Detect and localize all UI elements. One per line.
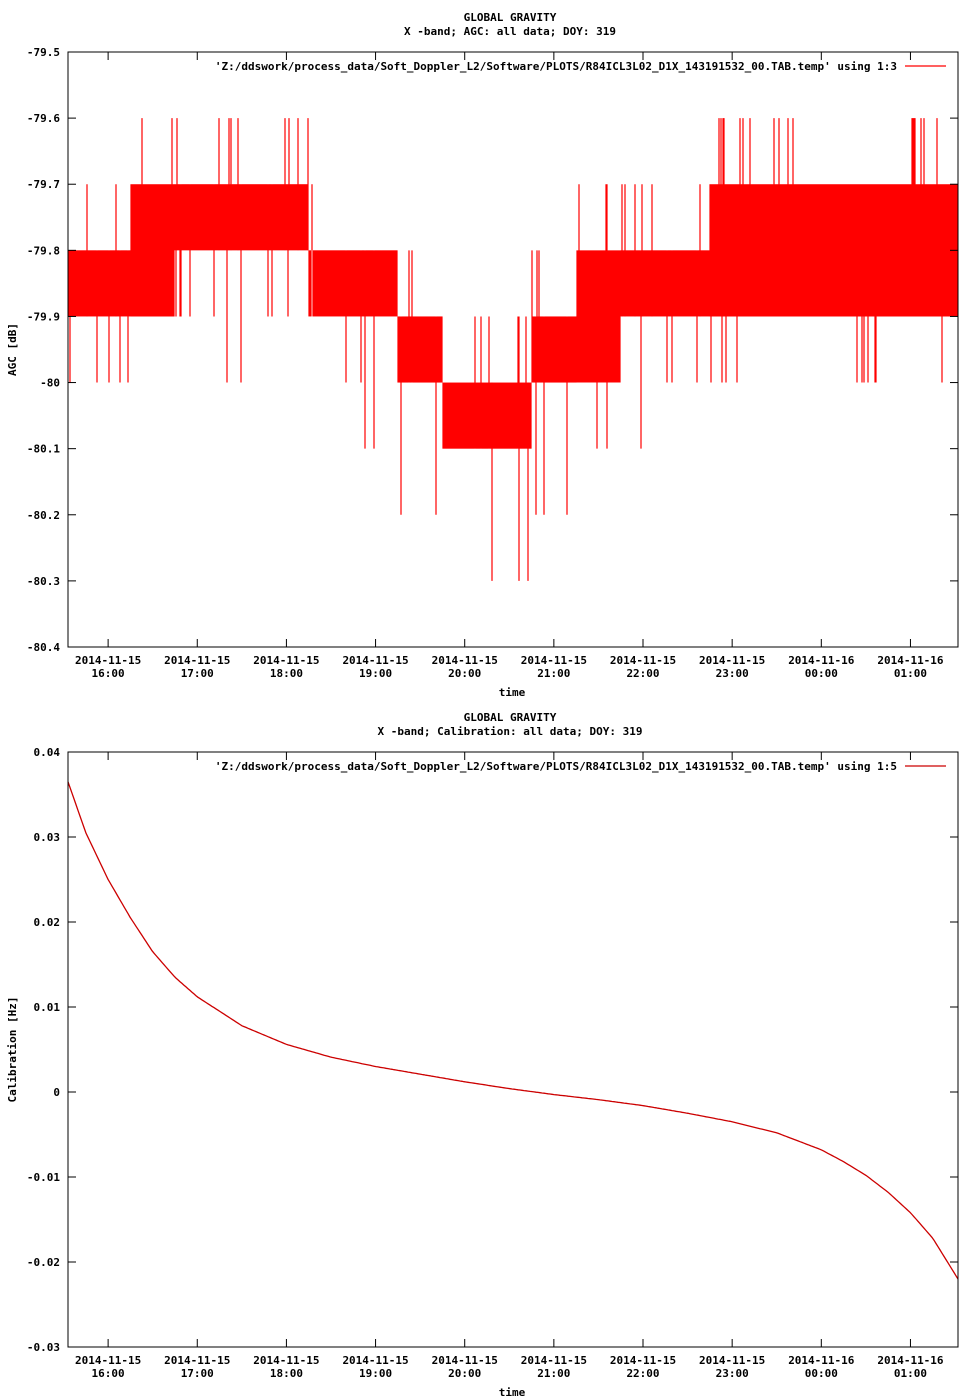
x-tick-label-time: 17:00 (181, 667, 214, 680)
y-tick-label: 0.02 (34, 916, 61, 929)
x-tick-label-time: 18:00 (270, 667, 303, 680)
y-tick-label: -79.7 (27, 178, 60, 191)
y-tick-label: -0.02 (27, 1256, 60, 1269)
y-tick-label: 0 (53, 1086, 60, 1099)
x-tick-label-date: 2014-11-15 (75, 654, 141, 667)
y-tick-label: 0.03 (34, 831, 61, 844)
x-tick-label-time: 20:00 (448, 667, 481, 680)
calibration-series-line (67, 781, 959, 1280)
x-axis-label: time (499, 686, 526, 699)
x-tick-label-time: 17:00 (181, 1367, 214, 1380)
chart-subtitle: X -band; AGC: all data; DOY: 319 (404, 25, 616, 38)
legend-label: 'Z:/ddswork/process_data/Soft_Doppler_L2… (215, 60, 897, 73)
x-tick-label-time: 19:00 (359, 667, 392, 680)
x-tick-label-time: 23:00 (716, 1367, 749, 1380)
y-tick-label: -79.6 (27, 112, 60, 125)
chart-subtitle: X -band; Calibration: all data; DOY: 319 (378, 725, 643, 738)
x-tick-label-date: 2014-11-16 (788, 654, 855, 667)
x-tick-label-time: 22:00 (626, 1367, 659, 1380)
chart-title: GLOBAL GRAVITY (464, 11, 557, 24)
x-tick-label-time: 21:00 (537, 667, 570, 680)
chart-title: GLOBAL GRAVITY (464, 711, 557, 724)
y-tick-label: -80.1 (27, 443, 60, 456)
x-tick-label-time: 00:00 (805, 667, 838, 680)
y-tick-label: -80.2 (27, 509, 60, 522)
x-tick-label-date: 2014-11-16 (788, 1354, 855, 1367)
y-tick-label: 0.04 (34, 746, 61, 759)
x-tick-label-time: 00:00 (805, 1367, 838, 1380)
x-axis-label: time (499, 1386, 526, 1399)
x-tick-label-time: 16:00 (92, 667, 125, 680)
y-tick-label: -80 (40, 377, 60, 390)
x-tick-label-date: 2014-11-16 (877, 654, 944, 667)
x-tick-label-date: 2014-11-15 (342, 1354, 408, 1367)
y-axis-label: AGC [dB] (6, 323, 19, 376)
plot-frame (67, 51, 959, 648)
x-tick-label-time: 01:00 (894, 667, 927, 680)
y-axis-label: Calibration [Hz] (6, 997, 19, 1103)
x-tick-label-date: 2014-11-15 (610, 654, 676, 667)
y-tick-label: -0.01 (27, 1171, 60, 1184)
x-tick-label-date: 2014-11-15 (342, 654, 408, 667)
y-tick-label: 0.01 (34, 1001, 61, 1014)
x-tick-label-date: 2014-11-15 (699, 1354, 765, 1367)
x-tick-label-date: 2014-11-16 (877, 1354, 944, 1367)
x-tick-label-date: 2014-11-15 (699, 654, 765, 667)
x-tick-label-time: 01:00 (894, 1367, 927, 1380)
x-tick-label-date: 2014-11-15 (75, 1354, 141, 1367)
x-tick-label-date: 2014-11-15 (610, 1354, 676, 1367)
y-tick-label: -80.4 (27, 641, 60, 654)
x-tick-label-time: 16:00 (92, 1367, 125, 1380)
x-tick-label-date: 2014-11-15 (253, 1354, 319, 1367)
x-tick-label-date: 2014-11-15 (253, 654, 319, 667)
y-tick-label: -79.5 (27, 46, 60, 59)
x-tick-label-time: 21:00 (537, 1367, 570, 1380)
y-tick-label: -79.9 (27, 310, 60, 323)
x-tick-label-time: 18:00 (270, 1367, 303, 1380)
x-tick-label-date: 2014-11-15 (432, 1354, 498, 1367)
x-tick-label-time: 23:00 (716, 667, 749, 680)
x-tick-label-date: 2014-11-15 (432, 654, 498, 667)
y-tick-label: -79.8 (27, 244, 60, 257)
x-tick-label-time: 20:00 (448, 1367, 481, 1380)
x-tick-label-date: 2014-11-15 (521, 1354, 587, 1367)
legend-label: 'Z:/ddswork/process_data/Soft_Doppler_L2… (215, 760, 897, 773)
x-tick-label-time: 19:00 (359, 1367, 392, 1380)
x-tick-label-date: 2014-11-15 (521, 654, 587, 667)
plot-frame (67, 751, 959, 1348)
x-tick-label-date: 2014-11-15 (164, 654, 230, 667)
x-tick-label-date: 2014-11-15 (164, 1354, 230, 1367)
y-tick-label: -0.03 (27, 1341, 60, 1354)
y-tick-label: -80.3 (27, 575, 60, 588)
x-tick-label-time: 22:00 (626, 667, 659, 680)
